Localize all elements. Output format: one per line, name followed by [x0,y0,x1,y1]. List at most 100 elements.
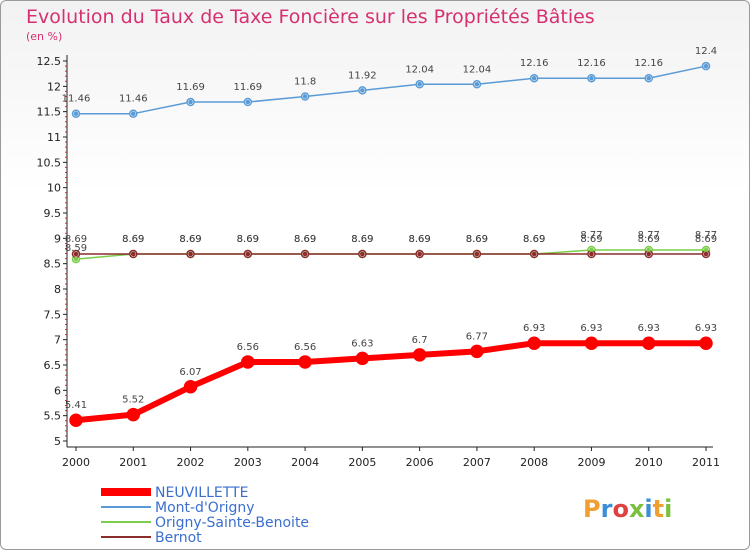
y-tick-label: 9.5 [44,207,62,220]
data-label: 8.69 [523,234,545,245]
data-point-core [703,63,709,69]
data-point-core [417,251,422,257]
data-label: 6.56 [294,342,316,353]
y-tick-label: 12 [47,80,61,93]
proxiti-logo: Proxiti [583,495,672,523]
data-point-core [302,94,308,99]
data-label: 8.77 [695,230,717,241]
x-tick-label: 2001 [119,456,147,469]
x-tick-label: 2009 [577,456,605,469]
y-tick-label: 5 [54,435,61,448]
data-label: 8.69 [466,234,488,245]
data-label: 8.77 [638,230,660,241]
data-point-core [245,251,251,257]
chart-title: Evolution du Taux de Taxe Foncière sur l… [26,6,595,28]
data-point-core [646,75,652,81]
data-point [126,407,141,422]
x-tick-label: 2003 [234,456,262,469]
y-tick-label: 9 [54,232,61,245]
x-tick-label: 2008 [520,456,548,469]
data-label: 8.69 [122,234,144,245]
data-label: 6.93 [523,323,545,334]
data-label: 5.41 [65,400,87,411]
y-axis-unit-label: (en %) [26,30,62,43]
data-point-core [188,99,193,105]
data-label: 11.46 [119,94,148,105]
data-label: 11.8 [294,76,316,87]
y-tick-label: 6 [54,384,61,397]
x-tick-label: 2004 [291,456,319,469]
data-label: 6.07 [179,367,201,378]
data-point [183,380,198,394]
data-point-core [474,251,480,257]
data-point-core [417,82,422,87]
data-label: 8.69 [409,234,431,245]
data-point-core [589,247,594,253]
data-label: 5.52 [122,395,144,406]
data-label: 11.69 [176,82,205,93]
data-label: 12.04 [405,64,434,75]
data-label: 12.4 [695,46,717,57]
data-label: 8.69 [523,234,545,245]
data-label: 8.69 [466,234,488,245]
data-point [69,413,83,427]
data-point-core [302,251,308,257]
data-point-core [646,251,652,257]
data-label: 6.63 [351,338,373,349]
data-label: 12.16 [634,58,663,69]
data-label: 8.69 [580,234,602,245]
y-tick-label: 10 [47,182,61,195]
data-point-core [360,88,365,93]
data-point [699,336,713,350]
data-point [412,348,427,362]
data-label: 12.04 [463,64,492,75]
data-point [470,344,484,359]
data-label: 8.69 [351,234,373,245]
y-tick-label: 5.5 [44,410,62,423]
y-tick-label: 8.5 [44,258,62,271]
data-point-core [589,75,594,81]
data-label: 8.69 [294,234,316,245]
y-tick-label: 7 [54,334,61,347]
y-tick-label: 10.5 [37,156,62,169]
data-label: 8.69 [409,234,431,245]
x-tick-label: 2011 [692,456,720,469]
data-label: 8.59 [65,243,87,254]
data-label: 6.93 [580,323,602,334]
data-label: 8.69 [695,234,717,245]
data-point-core [474,82,480,87]
x-tick-label: 2007 [463,456,491,469]
y-tick-label: 11 [47,131,61,144]
legend-label-2: Origny-Sainte-Benoite [155,515,309,531]
x-tick-label: 2000 [62,456,90,469]
y-tick-label: 6.5 [44,359,62,372]
data-point-core [589,251,594,257]
x-tick-label: 2005 [348,456,376,469]
data-label: 11.46 [62,94,91,105]
data-label: 6.7 [412,335,428,346]
data-point [241,355,255,369]
x-tick-label: 2002 [177,456,205,469]
data-point-core [130,251,136,257]
data-label: 8.69 [638,234,660,245]
data-point-core [73,111,79,116]
data-point [584,336,599,350]
y-tick-label: 11.5 [37,106,62,119]
y-tick-label: 7.5 [44,308,62,321]
data-label: 8.69 [179,234,201,245]
data-label: 8.69 [122,234,144,245]
legend-label-3: Bernot [155,530,202,546]
data-point-core [360,251,365,257]
data-point [298,355,312,369]
series-line-0 [75,340,706,424]
data-point-core [531,251,537,257]
data-point-core [188,251,193,257]
y-tick-label: 8 [54,283,61,296]
data-point-core [73,251,79,257]
x-tick-label: 2006 [406,456,434,469]
data-label: 6.77 [466,331,488,342]
data-point-core [73,256,79,262]
data-point-core [646,247,652,253]
data-point-core [703,247,709,253]
